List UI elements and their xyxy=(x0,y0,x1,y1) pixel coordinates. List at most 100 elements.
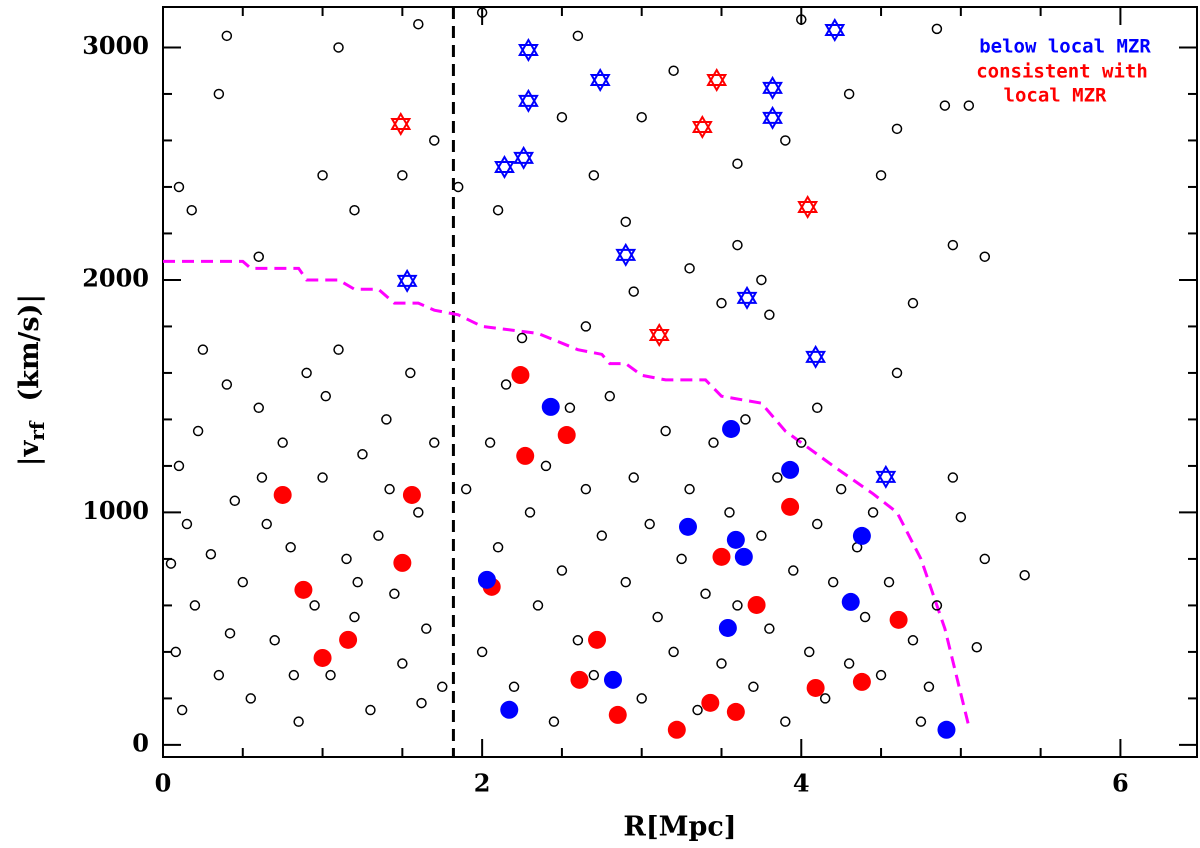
star-point xyxy=(762,75,783,100)
galaxy-point xyxy=(349,611,360,623)
galaxy-point xyxy=(452,181,464,193)
mzr-point xyxy=(722,419,741,438)
y-tick-label: 0 xyxy=(132,728,149,757)
galaxy-point xyxy=(907,297,919,309)
galaxy-point xyxy=(708,437,719,448)
star-triangle xyxy=(706,74,728,93)
star-point xyxy=(706,68,728,93)
star-triangle xyxy=(736,285,758,304)
star-triangle xyxy=(824,18,846,37)
x-tick-label: 0 xyxy=(155,769,172,798)
star-point xyxy=(396,268,418,293)
x-tick-label: 2 xyxy=(474,769,491,798)
mzr-point xyxy=(477,570,496,589)
galaxy-point xyxy=(186,204,197,216)
star-point xyxy=(824,18,846,43)
galaxy-point xyxy=(716,297,727,309)
galaxy-point xyxy=(811,518,823,530)
mzr-point xyxy=(667,720,686,739)
galaxy-point xyxy=(421,623,432,634)
star-triangle xyxy=(762,75,783,94)
star-point xyxy=(494,154,515,179)
galaxy-point xyxy=(165,558,177,569)
star-triangle xyxy=(396,274,418,293)
galaxy-point xyxy=(564,402,576,414)
galaxy-point xyxy=(580,483,592,495)
galaxy-point xyxy=(389,588,400,600)
mzr-point xyxy=(841,592,860,611)
galaxy-point xyxy=(256,472,268,483)
mzr-point xyxy=(273,485,292,504)
galaxy-point xyxy=(548,716,560,727)
galaxy-point xyxy=(947,239,959,251)
galaxy-point xyxy=(508,681,520,693)
galaxy-point xyxy=(381,414,392,425)
star-point xyxy=(762,105,783,130)
mzr-point xyxy=(806,678,825,697)
galaxy-point xyxy=(732,239,743,251)
galaxy-point xyxy=(891,123,903,135)
galaxy-point xyxy=(572,30,584,42)
galaxy-point xyxy=(285,542,296,553)
galaxy-point xyxy=(221,379,233,390)
star-point xyxy=(390,111,412,136)
star-point xyxy=(797,194,819,219)
mzr-point xyxy=(852,526,871,545)
galaxy-point xyxy=(676,553,687,565)
galaxy-point xyxy=(716,658,727,669)
galaxy-point xyxy=(620,576,631,588)
star-triangle xyxy=(805,344,827,363)
galaxy-point xyxy=(931,23,943,35)
mzr-point xyxy=(781,460,800,479)
galaxy-point xyxy=(213,88,225,100)
galaxy-point xyxy=(181,518,193,530)
galaxy-point xyxy=(476,7,488,18)
galaxy-point xyxy=(245,693,257,704)
galaxy-point xyxy=(429,135,440,146)
galaxy-point xyxy=(907,635,919,646)
galaxy-point xyxy=(572,635,584,646)
galaxy-point xyxy=(1019,569,1030,581)
star-triangle xyxy=(691,120,713,139)
mzr-point xyxy=(781,497,800,516)
mzr-point xyxy=(500,700,519,719)
galaxy-point xyxy=(173,460,185,472)
galaxy-point xyxy=(668,65,679,76)
galaxy-point xyxy=(923,681,935,693)
galaxy-point xyxy=(197,344,209,355)
galaxy-point xyxy=(224,628,236,639)
mzr-point xyxy=(588,630,607,649)
star-triangle xyxy=(518,44,539,63)
galaxy-point xyxy=(939,100,951,111)
star-triangle xyxy=(396,268,418,287)
star-triangle xyxy=(518,94,539,113)
mzr-point xyxy=(516,446,535,465)
star-triangle xyxy=(518,88,539,107)
galaxy-point xyxy=(397,658,408,669)
galaxy-point xyxy=(660,425,671,437)
galaxy-point xyxy=(875,170,887,181)
galaxy-point xyxy=(205,549,217,560)
galaxy-point xyxy=(883,576,895,588)
galaxy-point xyxy=(780,716,791,727)
galaxy-point xyxy=(460,483,472,495)
galaxy-point xyxy=(891,367,903,379)
galaxy-point xyxy=(796,437,807,448)
star-triangle xyxy=(648,329,670,348)
star-triangle xyxy=(824,24,846,43)
star-triangle xyxy=(615,242,637,261)
galaxy-point xyxy=(580,321,592,332)
galaxy-point xyxy=(261,518,272,530)
x-axis-label: R[Mpc] xyxy=(623,812,736,843)
galaxy-point xyxy=(516,332,528,344)
galaxy-point xyxy=(644,518,655,530)
galaxy-point xyxy=(341,553,352,565)
galaxy-point xyxy=(213,669,225,681)
galaxy-point xyxy=(429,437,440,448)
y-label-sub: rf xyxy=(25,420,49,441)
galaxy-point xyxy=(413,18,424,30)
galaxy-point xyxy=(620,216,631,228)
galaxy-point xyxy=(796,14,807,25)
galaxy-point xyxy=(596,530,608,541)
